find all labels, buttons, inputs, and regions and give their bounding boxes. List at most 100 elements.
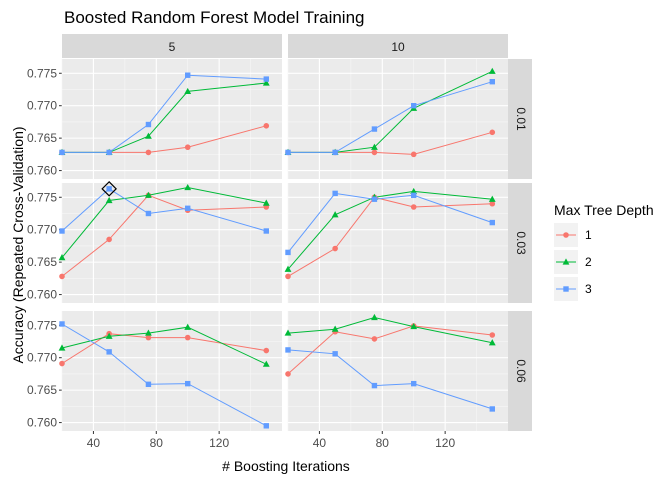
y-tick-label: 0.770 bbox=[27, 99, 57, 113]
facet-strip-col-label: 10 bbox=[391, 40, 405, 54]
x-tick-label: 40 bbox=[313, 436, 327, 450]
facet-strip-row-label: 0.01 bbox=[514, 107, 528, 131]
data-point-series-1 bbox=[489, 129, 496, 136]
data-point-series-2 bbox=[371, 143, 378, 150]
data-point-series-2 bbox=[184, 183, 192, 191]
facet-panel bbox=[284, 59, 508, 179]
legend-entry-label: 3 bbox=[585, 282, 592, 296]
data-point-series-2 bbox=[58, 344, 66, 351]
data-point-series-3 bbox=[489, 79, 495, 85]
data-point-series-3 bbox=[489, 406, 495, 412]
data-point-series-2 bbox=[145, 191, 152, 198]
data-point-series-3 bbox=[371, 382, 378, 389]
y-tick-label: 0.765 bbox=[27, 255, 57, 269]
y-tick-label: 0.760 bbox=[27, 416, 57, 430]
panel-background bbox=[288, 311, 508, 431]
data-point-series-1 bbox=[184, 334, 191, 341]
data-point-series-1 bbox=[410, 204, 417, 210]
data-point-series-3 bbox=[489, 219, 495, 226]
panel-background bbox=[62, 311, 282, 431]
data-point-series-2 bbox=[145, 329, 152, 336]
facet-panel bbox=[58, 311, 282, 431]
y-tick-label: 0.760 bbox=[27, 288, 57, 302]
facet-panels: 5 10 0.01 0.03 0.06 0.760 0.765 0.770 0.775 0.760… bbox=[27, 34, 532, 450]
data-point-series-3 bbox=[371, 126, 378, 132]
data-point-series-3 bbox=[185, 380, 191, 387]
data-point-series-2 bbox=[184, 323, 192, 330]
data-point-series-2 bbox=[410, 187, 418, 195]
data-point-series-3 bbox=[411, 192, 417, 199]
data-point-series-2 bbox=[284, 329, 292, 336]
data-point-series-2 bbox=[331, 211, 339, 218]
legend-entry-label: 2 bbox=[585, 255, 592, 269]
data-point-series-3 bbox=[263, 228, 269, 234]
data-point-series-2 bbox=[488, 195, 496, 202]
data-point-series-3 bbox=[332, 190, 338, 197]
x-tick-label: 80 bbox=[150, 436, 164, 450]
facet-panel bbox=[58, 180, 282, 303]
data-point-series-3 bbox=[285, 249, 291, 256]
y-tick-label: 0.770 bbox=[27, 351, 57, 365]
y-axis-label: Accuracy (Repeated Cross-Validation) bbox=[10, 126, 26, 363]
legend-title: Max Tree Depth bbox=[554, 202, 654, 218]
data-point-series-3 bbox=[371, 196, 378, 202]
data-point-series-1 bbox=[489, 200, 496, 207]
data-point-series-1 bbox=[59, 360, 65, 367]
data-point-series-3 bbox=[411, 103, 417, 109]
y-tick-label: 0.775 bbox=[27, 66, 57, 80]
data-point-series-2 bbox=[105, 332, 113, 339]
data-point-series-3 bbox=[145, 121, 152, 128]
data-point-series-2 bbox=[262, 199, 270, 206]
x-tick-label: 120 bbox=[209, 436, 229, 450]
chart-title: Boosted Random Forest Model Training bbox=[64, 8, 365, 27]
data-point-series-1 bbox=[263, 347, 270, 354]
data-point-series-3 bbox=[106, 149, 112, 156]
legend-key-marker bbox=[563, 232, 569, 238]
data-point-series-2 bbox=[488, 339, 496, 346]
legend: Max Tree Depth 1 2 3 bbox=[554, 202, 654, 301]
data-point-series-1 bbox=[332, 245, 338, 252]
data-point-series-1 bbox=[145, 334, 152, 341]
data-point-series-1 bbox=[410, 151, 417, 158]
facet-strip-row-label: 0.03 bbox=[514, 231, 528, 255]
facet-strip-row-label: 0.06 bbox=[514, 359, 528, 383]
facet-strip-row bbox=[508, 311, 532, 431]
x-axis-label: # Boosting Iterations bbox=[222, 458, 350, 474]
data-point-series-3 bbox=[185, 72, 191, 78]
data-point-series-2 bbox=[284, 265, 292, 272]
data-point-series-3 bbox=[285, 149, 291, 156]
data-point-series-1 bbox=[285, 371, 291, 377]
data-point-series-3 bbox=[59, 228, 65, 234]
facet-strip-row bbox=[508, 59, 532, 179]
y-tick-label: 0.770 bbox=[27, 223, 57, 237]
data-point-series-1 bbox=[263, 123, 270, 129]
data-point-series-3 bbox=[185, 205, 191, 211]
x-tick-label: 120 bbox=[435, 436, 455, 450]
data-point-series-2 bbox=[331, 325, 339, 332]
data-point-series-3 bbox=[106, 349, 112, 355]
data-point-series-3 bbox=[106, 186, 112, 192]
data-point-series-2 bbox=[184, 87, 192, 95]
legend-key-marker bbox=[562, 258, 570, 265]
data-point-series-3 bbox=[145, 381, 152, 387]
panel-background bbox=[62, 183, 282, 303]
facet-panel bbox=[284, 311, 508, 431]
y-tick-label: 0.775 bbox=[27, 318, 57, 332]
data-point-series-1 bbox=[285, 273, 291, 280]
data-point-series-1 bbox=[59, 273, 65, 280]
data-point-series-2 bbox=[371, 313, 378, 321]
data-point-series-2 bbox=[262, 360, 270, 367]
panel-background bbox=[288, 183, 508, 303]
panel-background bbox=[288, 59, 508, 179]
data-point-series-1 bbox=[371, 336, 378, 342]
x-tick-label: 40 bbox=[87, 436, 101, 450]
data-point-series-1 bbox=[371, 149, 378, 156]
legend-entry-label: 1 bbox=[585, 228, 592, 242]
legend-key-marker bbox=[563, 286, 569, 292]
data-point-series-3 bbox=[59, 149, 65, 156]
best-model-diamond-marker bbox=[101, 180, 117, 197]
data-point-series-3 bbox=[332, 351, 338, 357]
data-point-series-3 bbox=[59, 321, 65, 327]
data-point-series-1 bbox=[489, 332, 496, 338]
facet-strip-col-label: 5 bbox=[169, 40, 176, 54]
